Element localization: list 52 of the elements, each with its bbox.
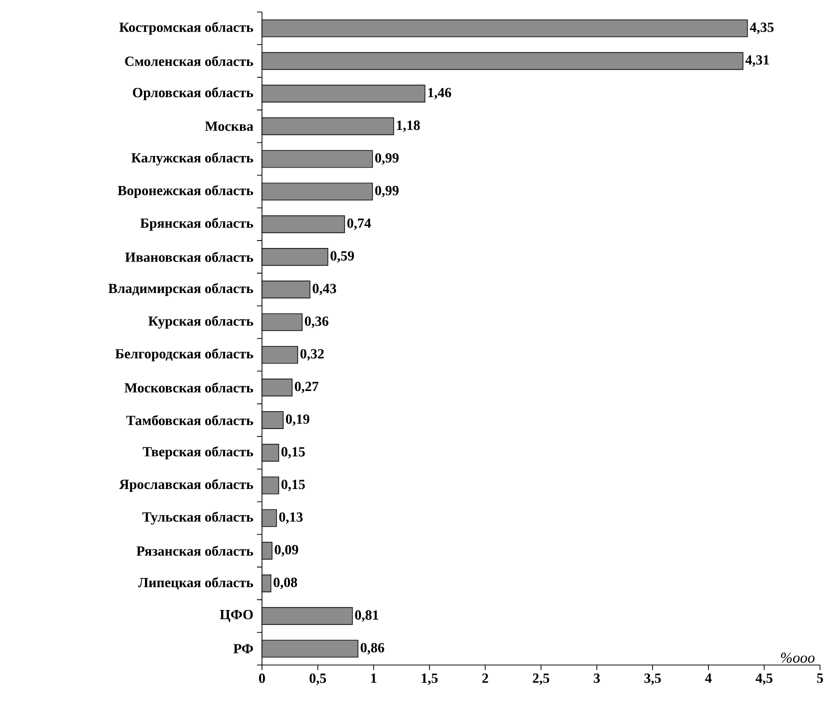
y-tick-label: Белгородская область <box>115 348 254 362</box>
y-tick-label: Ярославская область <box>119 478 254 492</box>
data-label: 0,59 <box>330 251 354 263</box>
y-tick-label: Ивановская область <box>125 252 254 262</box>
data-label: 1,46 <box>428 88 452 100</box>
data-label: 0,15 <box>281 480 305 492</box>
data-label: 0,99 <box>375 153 399 165</box>
y-tick-label: ЦФО <box>220 610 253 622</box>
data-label: 0,09 <box>274 545 298 556</box>
data-label: 0,27 <box>294 382 318 394</box>
data-label: 0,15 <box>281 447 305 458</box>
x-tick-label: 0 <box>259 674 265 683</box>
y-tick-label: РФ <box>233 644 253 654</box>
data-label: 0,99 <box>375 186 399 198</box>
data-label: 0,43 <box>312 284 336 296</box>
y-tick-label: Тверская область <box>142 446 254 460</box>
x-tick-label: 0,5 <box>310 674 326 685</box>
data-label: 0,74 <box>347 218 371 230</box>
y-tick-label: Калужская область <box>131 152 254 166</box>
data-label: 0,13 <box>279 512 303 524</box>
data-label: 0,32 <box>300 349 324 361</box>
x-tick-label: 4 <box>705 674 712 683</box>
data-label: 1,18 <box>397 120 420 132</box>
x-tick-label: 2,5 <box>532 674 550 685</box>
x-tick-label: 4,5 <box>756 674 772 685</box>
y-tick-label: Тульская область <box>142 512 254 525</box>
y-tick-label: Костромская область <box>119 22 254 35</box>
y-tick-label: Курская область <box>148 316 254 329</box>
y-tick-label: Владимирская область <box>108 283 254 296</box>
x-tick-label: 3,5 <box>644 674 661 685</box>
y-tick-label: Липецкая область <box>138 577 254 590</box>
x-tick-label: 5 <box>817 674 823 683</box>
x-tick-label: 3 <box>594 674 600 683</box>
annotation: %ooo <box>781 652 815 663</box>
data-label: 0,19 <box>286 414 310 426</box>
x-tick-label: 2 <box>482 674 488 683</box>
y-tick-label: Смоленская область <box>125 56 254 66</box>
data-label: 0,36 <box>304 316 328 328</box>
data-label: 4,35 <box>750 22 774 34</box>
data-label: 4,31 <box>745 55 769 67</box>
x-tick-label: 1,5 <box>422 674 438 685</box>
y-tick-label: Рязанская область <box>136 546 254 556</box>
y-tick-label: Московская область <box>124 382 254 393</box>
y-tick-label: Тамбовская область <box>126 415 254 426</box>
y-tick-label: Орловская область <box>132 87 254 100</box>
data-label: 0,86 <box>360 642 384 654</box>
y-tick-label: Воронежская область <box>118 185 254 198</box>
x-tick-label: 1 <box>371 674 376 683</box>
data-label: 0,81 <box>355 610 378 622</box>
y-tick-label: Брянская область <box>140 218 254 231</box>
data-label: 0,08 <box>274 578 298 590</box>
y-tick-label: Москва <box>205 122 254 131</box>
